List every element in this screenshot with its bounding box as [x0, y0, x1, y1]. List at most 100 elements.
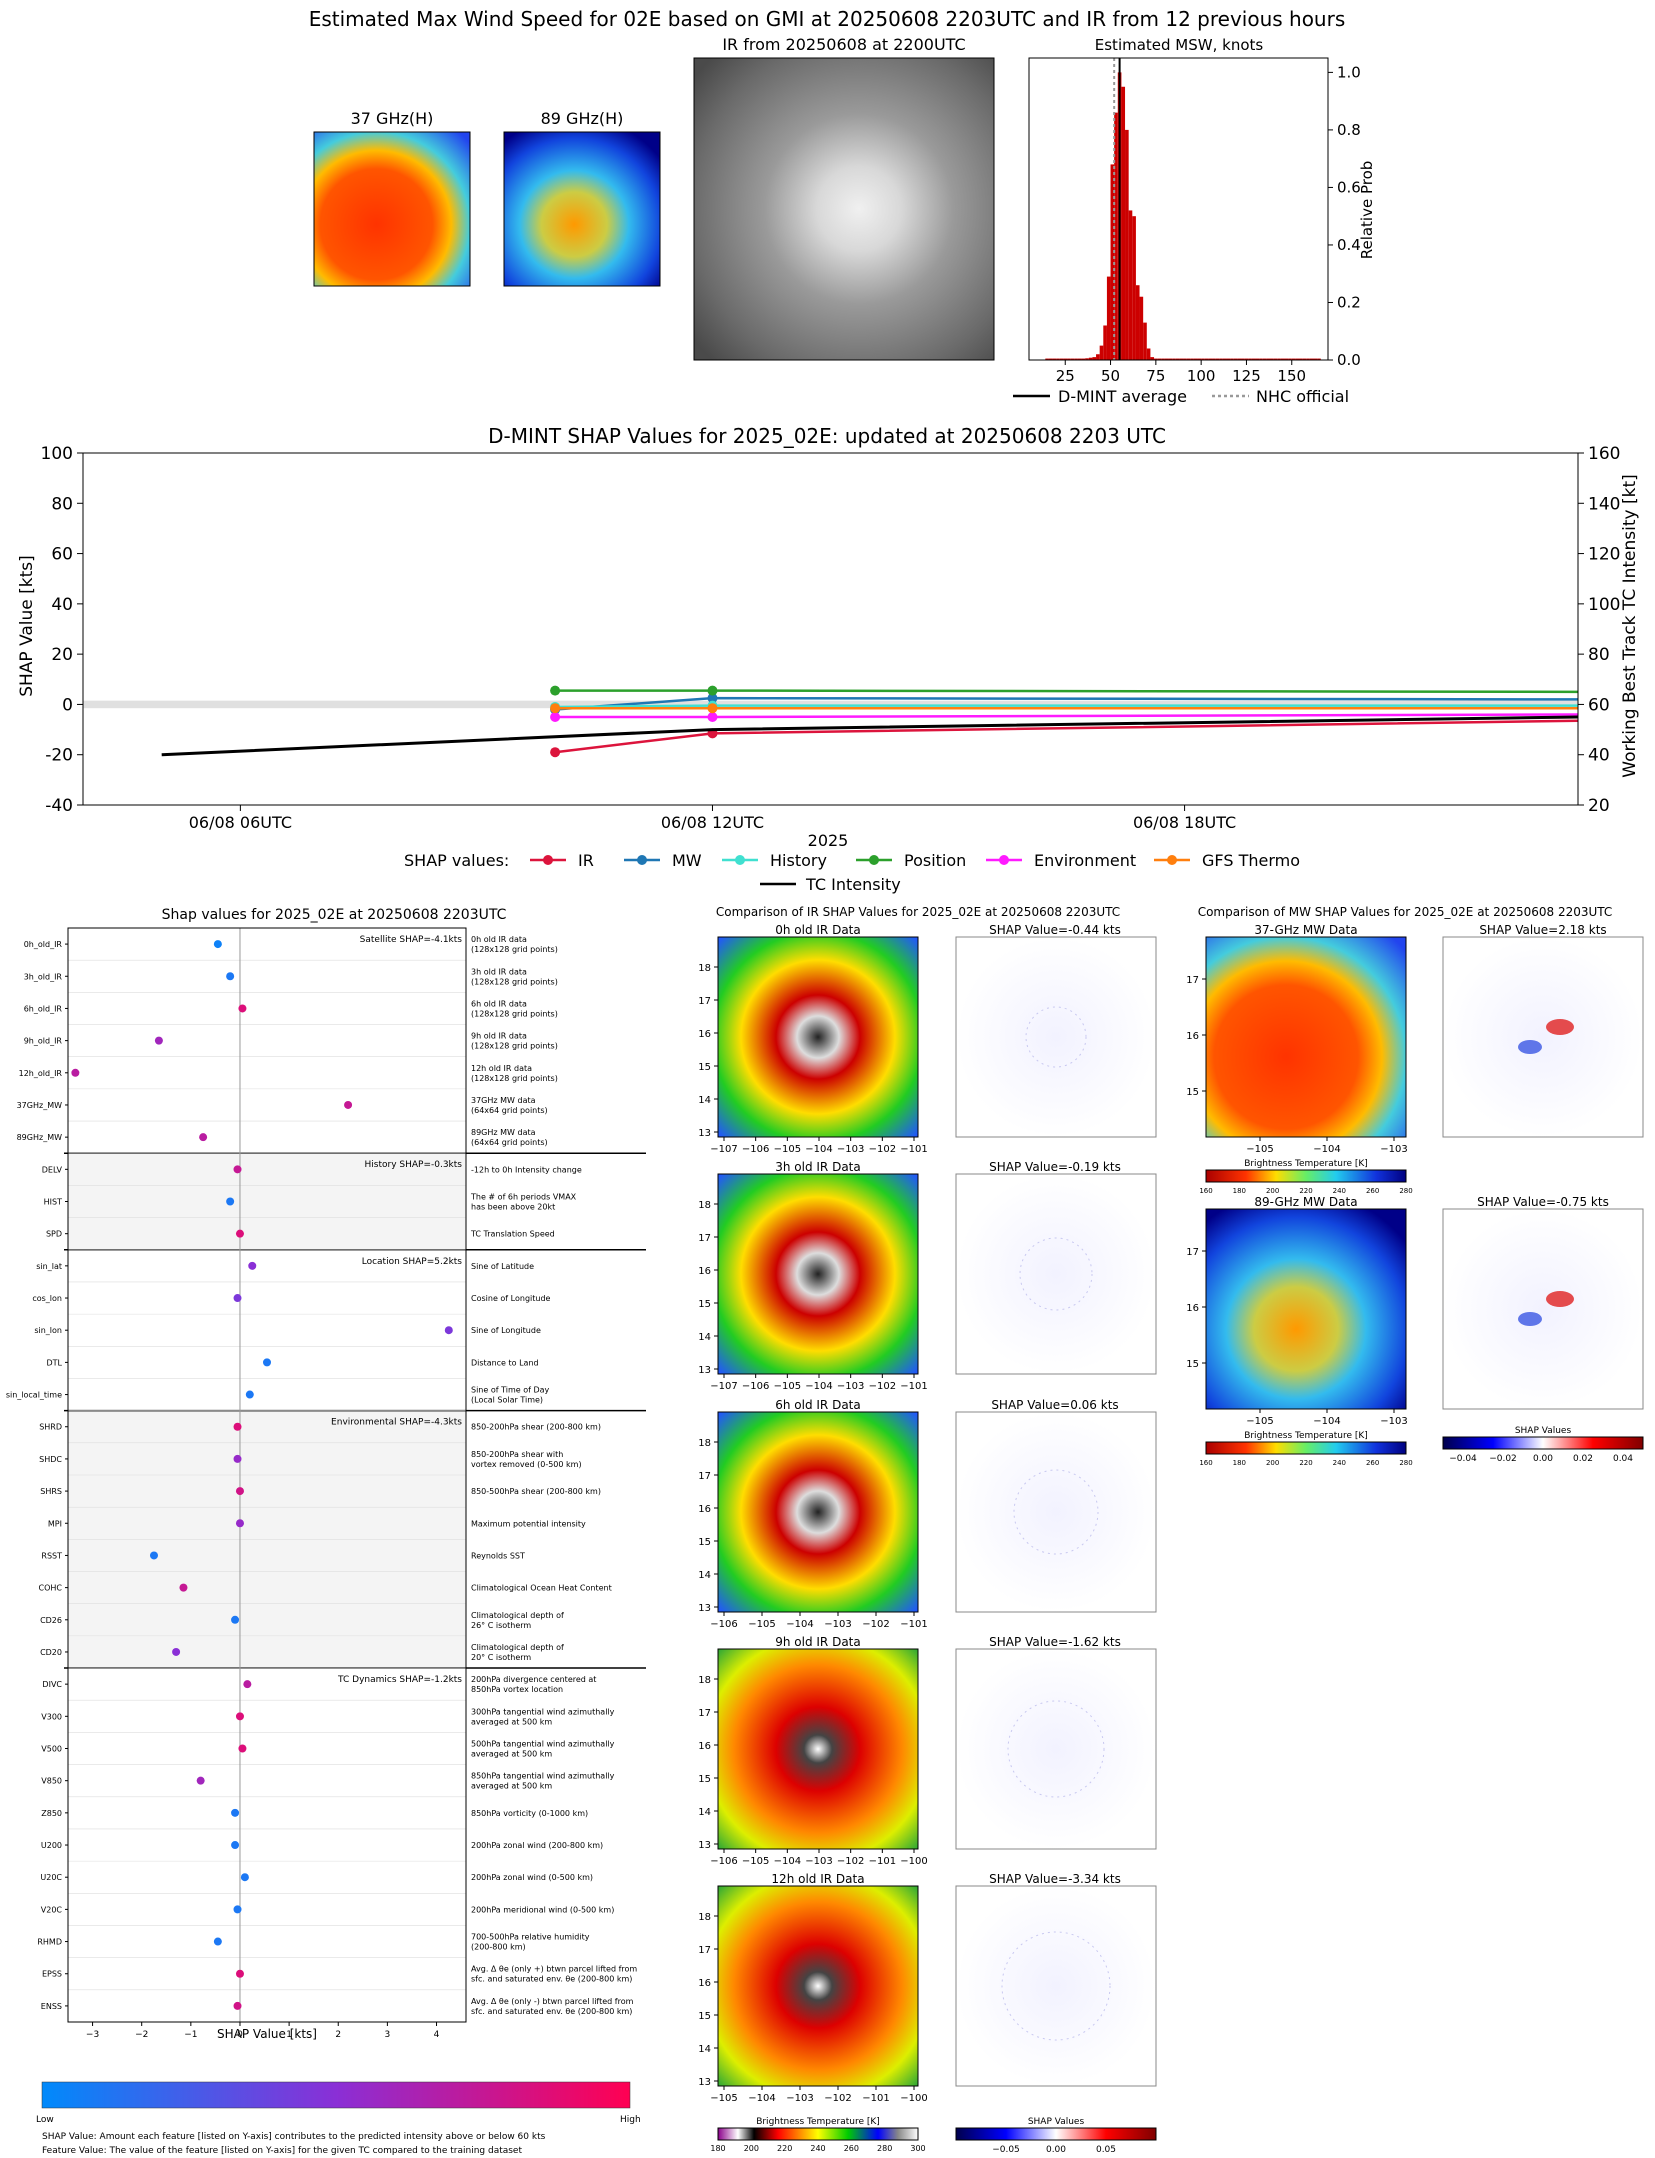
histogram-bar: [1096, 354, 1100, 360]
ir-xtick-label: −105: [774, 1381, 801, 1392]
feature-label: 37GHz_MW: [17, 1101, 62, 1110]
ir-bt-tick: 200: [744, 2144, 759, 2153]
histogram-bar: [1085, 358, 1089, 360]
histogram-bar: [1168, 358, 1173, 360]
histogram-bar: [1135, 285, 1140, 360]
ir-xtick-label: −104: [774, 1856, 801, 1867]
histogram-bar: [1277, 358, 1281, 360]
feature-point: [172, 1647, 181, 1656]
feature-label: 3h_old_IR: [24, 972, 63, 981]
feature-point: [238, 1744, 247, 1753]
ir-xtick-label: −101: [900, 1381, 927, 1392]
mw-shap-title: SHAP Value=-0.75 kts: [1477, 1195, 1609, 1209]
ir-ytick-label: 13: [698, 1840, 711, 1851]
ir-xtick-label: −106: [710, 1619, 737, 1630]
histogram-bar: [1270, 358, 1274, 360]
feature-point: [231, 1615, 240, 1624]
feature-point: [196, 1776, 205, 1785]
feature-point: [231, 1808, 240, 1817]
feature-description: (128x128 grid points): [471, 977, 558, 986]
ir-bt-tick: 300: [910, 2144, 925, 2153]
ir-shap-title: SHAP Value=0.06 kts: [991, 1398, 1118, 1412]
ir-ytick-label: 18: [698, 1200, 711, 1211]
mw-bt-tick: 240: [1333, 1187, 1346, 1195]
feature-label: CD20: [40, 1648, 62, 1657]
mw-ytick-label: 16: [1186, 1303, 1199, 1314]
mw-panel-image: [1205, 936, 1407, 1138]
ir-ytick-label: 16: [698, 1266, 711, 1277]
feature-description: Reynolds SST: [471, 1551, 525, 1560]
feature-description: (64x64 grid points): [471, 1106, 548, 1115]
ir-shap-map: [955, 1885, 1157, 2087]
ir-xtick-label: −103: [805, 1856, 832, 1867]
histogram-bar: [1241, 358, 1245, 360]
histogram-bar: [1317, 358, 1321, 360]
ir-ytick-label: 15: [698, 1299, 711, 1310]
ts-ytick-label: 60: [51, 545, 73, 565]
legend-entry: IR: [578, 851, 594, 870]
feature-label: SPD: [46, 1230, 62, 1239]
histogram-bar: [1302, 358, 1307, 360]
ir-bt-tick: 260: [844, 2144, 859, 2153]
legend-entry: History: [770, 851, 827, 870]
histogram-bar: [1273, 358, 1278, 360]
histogram-bar: [1179, 358, 1184, 360]
histogram-bar: [1121, 86, 1126, 360]
ir-ytick-label: 16: [698, 1029, 711, 1040]
ir-ytick-label: 18: [698, 963, 711, 974]
feature-point: [233, 1422, 242, 1431]
feature-label: SHRD: [39, 1423, 62, 1432]
msw-histogram: 25 50 75 100 125 150 0.0 0.2 0.4 0.6 0.8 1.0: [1028, 57, 1361, 385]
ir-xtick-label: −102: [869, 1144, 896, 1155]
ir-xtick-label: −101: [900, 1144, 927, 1155]
feature-label: sin_local_time: [6, 1391, 62, 1400]
feature-description: 3h old IR data: [471, 967, 527, 976]
feature-shap-chart: Satellite SHAP=-4.1kts History SHAP=-0.3k…: [6, 927, 646, 2040]
ir-image: [693, 57, 995, 361]
mw-bt-tick: 160: [1199, 1187, 1212, 1195]
mw-xtick-label: −103: [1380, 1144, 1407, 1155]
mw-shap-colorbar: [1442, 1436, 1644, 1450]
feature-description: 0h old IR data: [471, 935, 527, 944]
feature-description: Climatological Ocean Heat Content: [471, 1584, 612, 1593]
group-label: History SHAP=-0.3kts: [365, 1160, 463, 1170]
feature-description: -12h to 0h Intensity change: [471, 1165, 582, 1174]
ts-y2tick-label: 120: [1588, 545, 1620, 565]
feature-description: 850hPa vortex location: [471, 1685, 563, 1694]
ts-xtick-label: 06/08 12UTC: [661, 813, 764, 832]
group-band: [68, 1153, 466, 1250]
mw-bt-tick: 180: [1233, 1459, 1246, 1467]
ir-ytick-label: 14: [698, 1570, 711, 1581]
feature-xtick-label: 1: [286, 2030, 292, 2040]
feature-point: [233, 1454, 242, 1463]
zero-band: [83, 700, 1578, 709]
histogram-bar: [1157, 358, 1162, 360]
histogram-bar: [1266, 358, 1271, 360]
histogram-bar: [1074, 358, 1078, 360]
histogram-bar: [1132, 216, 1136, 360]
ir-xtick-label: −104: [786, 1619, 813, 1630]
histogram-bar: [1212, 358, 1216, 360]
histogram-bar: [1063, 358, 1068, 360]
ir-panel-image: [717, 1173, 919, 1375]
histogram-bar: [1222, 358, 1227, 360]
ir-ytick-label: 15: [698, 1062, 711, 1073]
msw-legend: D-MINT average NHC official: [1013, 387, 1349, 406]
feature-description: averaged at 500 km: [471, 1782, 552, 1791]
timeseries-title: D-MINT SHAP Values for 2025_02E: updated…: [488, 424, 1166, 448]
ir-xtick-label: −107: [710, 1144, 737, 1155]
hist-xtick-label: 75: [1146, 367, 1165, 385]
ir-shap-map: [955, 1648, 1157, 1850]
mw-bt-colorbar: [1205, 1169, 1407, 1183]
feature-label: 12h_old_IR: [19, 1069, 63, 1078]
histogram-bar: [1306, 358, 1310, 360]
feature-point: [213, 940, 222, 949]
ir-xtick-label: −102: [837, 1856, 864, 1867]
footer-note-1: SHAP Value: Amount each feature [listed …: [42, 2132, 546, 2142]
legend-nhc: NHC official: [1256, 387, 1349, 406]
feature-description: vortex removed (0-500 km): [471, 1460, 582, 1469]
histogram-bar: [1139, 296, 1144, 360]
histogram-bar: [1070, 358, 1075, 360]
histogram-bar: [1045, 358, 1049, 360]
